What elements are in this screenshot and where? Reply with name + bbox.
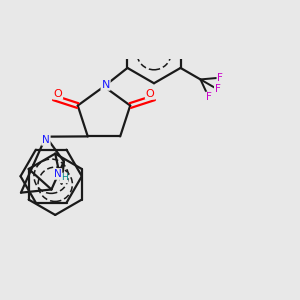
Text: N: N bbox=[54, 169, 61, 179]
Text: F: F bbox=[215, 84, 220, 94]
Text: N: N bbox=[101, 80, 110, 90]
Text: F: F bbox=[218, 73, 223, 83]
Text: H: H bbox=[61, 173, 68, 182]
Text: N: N bbox=[42, 135, 50, 145]
Text: F: F bbox=[206, 92, 212, 103]
Text: O: O bbox=[146, 89, 154, 99]
Text: O: O bbox=[53, 89, 62, 99]
